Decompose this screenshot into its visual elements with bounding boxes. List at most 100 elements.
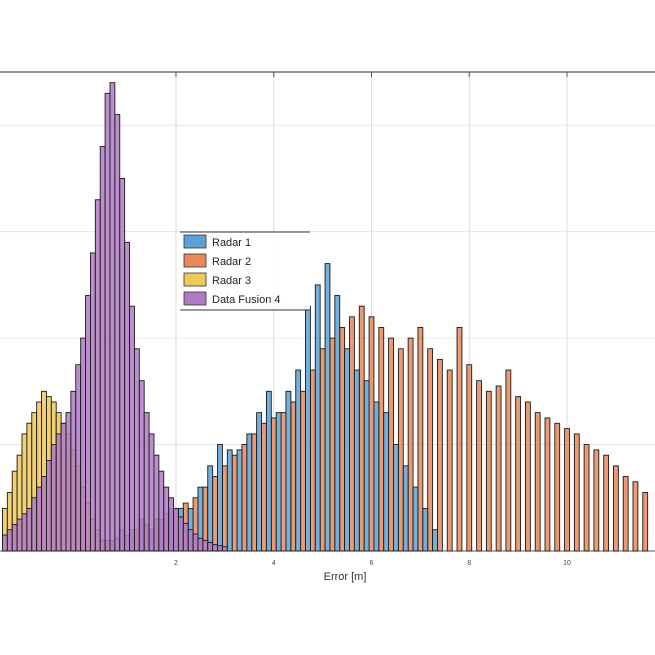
bar-radar-2	[358, 305, 365, 552]
bar-radar-2	[378, 327, 385, 552]
bar-data-fusion-4	[217, 545, 223, 552]
bar-data-fusion-4	[94, 199, 101, 552]
legend-swatch	[183, 291, 207, 306]
bar-radar-2	[505, 369, 512, 552]
legend-swatch	[183, 272, 207, 287]
bar-data-fusion-4	[168, 497, 174, 552]
bar-radar-2	[261, 422, 267, 552]
bar-data-fusion-4	[153, 454, 160, 552]
x-tick-label: 10	[563, 560, 571, 567]
bar-radar-1	[373, 401, 380, 552]
legend-label: Radar 3	[212, 275, 251, 287]
bar-radar-2	[456, 327, 463, 552]
bar-data-fusion-4	[158, 470, 165, 552]
bar-radar-2	[290, 401, 297, 552]
bars	[1, 82, 649, 552]
bar-radar-2	[319, 348, 326, 552]
bar-data-fusion-4	[55, 433, 62, 552]
bar-data-fusion-4	[212, 544, 218, 552]
bar-radar-2	[525, 401, 531, 552]
bar-data-fusion-4	[36, 486, 42, 552]
bar-radar-2	[329, 337, 336, 552]
x-tick-label: 4	[272, 560, 276, 567]
bar-data-fusion-4	[1, 534, 8, 552]
bar-radar-1	[353, 369, 360, 552]
bar-radar-1	[295, 369, 302, 552]
bar-radar-1	[344, 348, 350, 552]
bar-data-fusion-4	[197, 537, 204, 552]
bar-data-fusion-4	[182, 522, 189, 552]
bar-radar-2	[349, 316, 355, 552]
bar-radar-1	[314, 284, 321, 552]
bar-radar-2	[368, 316, 375, 552]
bar-data-fusion-4	[6, 529, 13, 552]
bar-radar-2	[388, 337, 394, 552]
bar-data-fusion-4	[16, 518, 23, 552]
bar-radar-2	[632, 481, 639, 552]
bar-radar-1	[305, 305, 311, 552]
bar-radar-2	[603, 454, 610, 552]
bar-radar-1	[207, 465, 214, 552]
legend-label: Data Fusion 4	[212, 294, 280, 306]
bar-radar-2	[642, 492, 649, 552]
bar-data-fusion-4	[124, 241, 130, 552]
bar-data-fusion-4	[202, 539, 209, 552]
bar-radar-2	[554, 422, 561, 552]
bar-radar-1	[412, 486, 419, 552]
bar-radar-2	[417, 327, 424, 552]
x-axis-label: Error [m]	[324, 571, 367, 583]
bar-data-fusion-4	[148, 433, 155, 552]
bar-radar-2	[613, 465, 619, 552]
bar-data-fusion-4	[65, 412, 72, 552]
bar-radar-2	[231, 454, 238, 552]
bar-radar-1	[363, 380, 370, 552]
bar-data-fusion-4	[114, 114, 121, 552]
bar-radar-1	[402, 465, 409, 552]
bar-data-fusion-4	[133, 348, 140, 552]
legend: Radar 1 Radar 2 Radar 3 Data Fusion 4	[180, 231, 310, 311]
bar-radar-2	[564, 428, 570, 552]
bar-data-fusion-4	[207, 542, 214, 552]
bar-radar-2	[622, 476, 629, 552]
x-tick-label: 8	[467, 560, 471, 567]
bar-radar-1	[393, 444, 399, 552]
bar-radar-1	[285, 390, 292, 552]
bar-radar-1	[432, 529, 438, 552]
bar-radar-2	[270, 417, 277, 552]
bar-radar-2	[280, 412, 287, 552]
bar-radar-1	[217, 444, 223, 552]
bar-data-fusion-4	[104, 92, 111, 552]
bar-radar-1	[324, 263, 331, 552]
bar-radar-1	[275, 412, 282, 552]
bar-data-fusion-4	[70, 390, 77, 552]
bar-data-fusion-4	[89, 252, 96, 552]
bar-data-fusion-4	[45, 460, 52, 552]
bar-radar-2	[437, 358, 443, 552]
bar-radar-2	[221, 465, 228, 552]
bar-data-fusion-4	[11, 523, 18, 552]
bar-radar-1	[256, 412, 262, 552]
legend-label: Radar 2	[212, 256, 251, 268]
bar-data-fusion-4	[21, 513, 28, 552]
bar-data-fusion-4	[99, 146, 106, 552]
bar-radar-2	[534, 412, 541, 552]
bar-radar-2	[515, 396, 522, 552]
bar-data-fusion-4	[187, 529, 194, 552]
legend-label: Radar 1	[212, 237, 251, 249]
bar-radar-2	[300, 390, 306, 552]
bar-data-fusion-4	[173, 507, 179, 552]
bar-radar-2	[212, 476, 218, 552]
legend-swatch	[183, 234, 207, 249]
x-tick-label: 6	[370, 560, 374, 567]
bar-data-fusion-4	[80, 337, 86, 552]
bar-radar-1	[334, 295, 341, 552]
bar-radar-2	[573, 433, 580, 552]
bar-radar-2	[593, 449, 600, 552]
bar-radar-2	[466, 364, 473, 552]
bar-radar-1	[265, 390, 272, 552]
bar-radar-2	[309, 369, 316, 552]
bar-radar-1	[246, 433, 253, 552]
bar-radar-2	[339, 327, 346, 552]
bar-data-fusion-4	[31, 497, 38, 552]
